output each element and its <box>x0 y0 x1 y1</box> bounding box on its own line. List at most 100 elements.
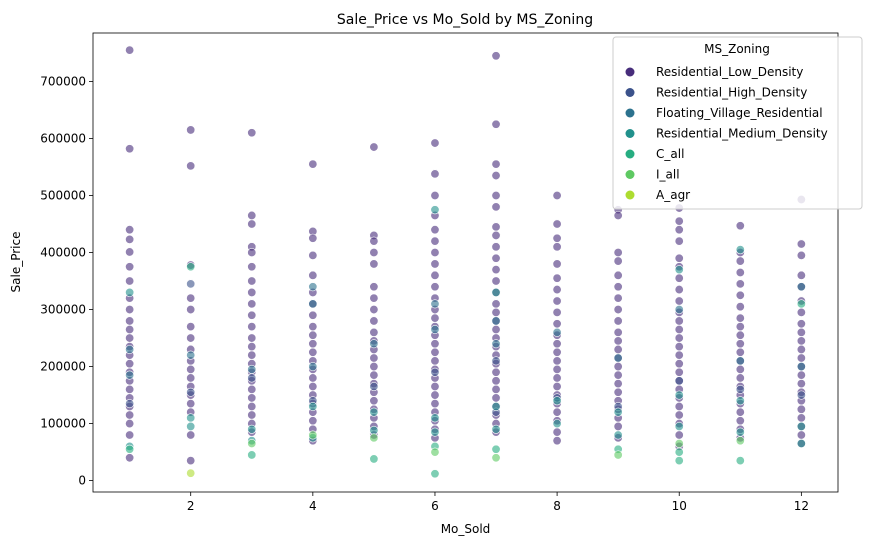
data-point <box>186 364 196 374</box>
data-point <box>674 316 684 326</box>
data-point <box>369 293 379 303</box>
data-point <box>308 373 318 383</box>
data-point <box>674 367 684 377</box>
legend-label: Residential_High_Density <box>656 86 807 100</box>
y-tick-label: 300000 <box>40 303 86 317</box>
data-point <box>674 305 684 315</box>
data-point <box>369 305 379 315</box>
data-point <box>796 239 806 249</box>
data-point <box>674 236 684 246</box>
data-point <box>552 242 562 252</box>
data-point <box>735 356 745 366</box>
data-point <box>491 230 501 240</box>
data-point <box>674 430 684 440</box>
y-tick-label: 400000 <box>40 246 86 260</box>
data-point <box>125 324 135 334</box>
data-point <box>125 225 135 235</box>
legend-label: I_all <box>656 168 680 182</box>
data-point <box>491 444 501 454</box>
data-point <box>369 259 379 269</box>
data-point <box>125 344 135 354</box>
data-point <box>186 305 196 315</box>
data-point <box>430 367 440 377</box>
legend-entry: I_all <box>625 168 680 182</box>
data-point <box>491 276 501 286</box>
data-point <box>369 396 379 406</box>
data-point <box>613 327 623 337</box>
data-point <box>186 125 196 135</box>
series-3 <box>125 205 806 451</box>
data-point <box>308 250 318 260</box>
legend-entry: Residential_Medium_Density <box>625 127 828 141</box>
legend-entry: Residential_Low_Density <box>625 65 803 79</box>
data-point <box>552 285 562 295</box>
data-point <box>247 322 257 332</box>
data-point <box>491 202 501 212</box>
x-tick-label: 2 <box>187 499 195 513</box>
data-point <box>247 128 257 138</box>
data-point <box>125 399 135 409</box>
data-point <box>674 333 684 343</box>
data-point <box>125 333 135 343</box>
data-point <box>430 205 440 215</box>
data-point <box>369 248 379 258</box>
data-point <box>308 270 318 280</box>
data-point <box>369 433 379 443</box>
data-point <box>125 384 135 394</box>
data-point <box>186 413 196 423</box>
x-tick-label: 10 <box>672 499 687 513</box>
legend-title: MS_Zoning <box>704 42 770 56</box>
data-point <box>186 350 196 360</box>
data-point <box>735 313 745 323</box>
data-point <box>735 267 745 277</box>
data-point <box>796 319 806 329</box>
data-point <box>186 421 196 431</box>
data-point <box>430 169 440 179</box>
x-axis-title: Mo_Sold <box>441 522 491 536</box>
data-point <box>369 316 379 326</box>
legend-marker <box>625 67 635 77</box>
data-point <box>735 384 745 394</box>
data-point <box>308 382 318 392</box>
data-point <box>247 401 257 411</box>
data-point <box>430 313 440 323</box>
legend-marker <box>625 129 635 138</box>
data-point <box>674 324 684 334</box>
data-point <box>308 310 318 320</box>
legend-label: C_all <box>656 147 684 161</box>
data-point <box>552 327 562 337</box>
data-point <box>796 370 806 380</box>
legend-items: Residential_Low_Density Residential_High_… <box>625 65 828 202</box>
data-point <box>796 270 806 280</box>
data-point <box>125 316 135 326</box>
y-tick-label: 600000 <box>40 131 86 145</box>
data-point <box>735 302 745 312</box>
data-point <box>491 287 501 297</box>
data-point <box>369 454 379 464</box>
data-point <box>552 273 562 283</box>
data-point <box>735 221 745 231</box>
data-point <box>308 430 318 440</box>
data-point <box>674 296 684 306</box>
data-point <box>674 350 684 360</box>
data-point <box>369 370 379 380</box>
data-point <box>735 322 745 332</box>
data-point <box>613 387 623 397</box>
data-point <box>369 339 379 349</box>
data-point <box>796 344 806 354</box>
data-point <box>247 450 257 460</box>
data-point <box>491 339 501 349</box>
legend-marker <box>625 108 635 118</box>
data-point <box>735 396 745 406</box>
data-point <box>430 248 440 258</box>
data-point <box>552 436 562 446</box>
data-point <box>430 447 440 457</box>
data-point <box>247 333 257 343</box>
data-point <box>796 250 806 260</box>
data-point <box>430 324 440 334</box>
data-point <box>125 287 135 297</box>
legend: MS_Zoning Residential_Low_DensityResiden… <box>612 36 863 210</box>
data-point <box>613 270 623 280</box>
data-point <box>613 450 623 460</box>
data-point <box>735 339 745 349</box>
